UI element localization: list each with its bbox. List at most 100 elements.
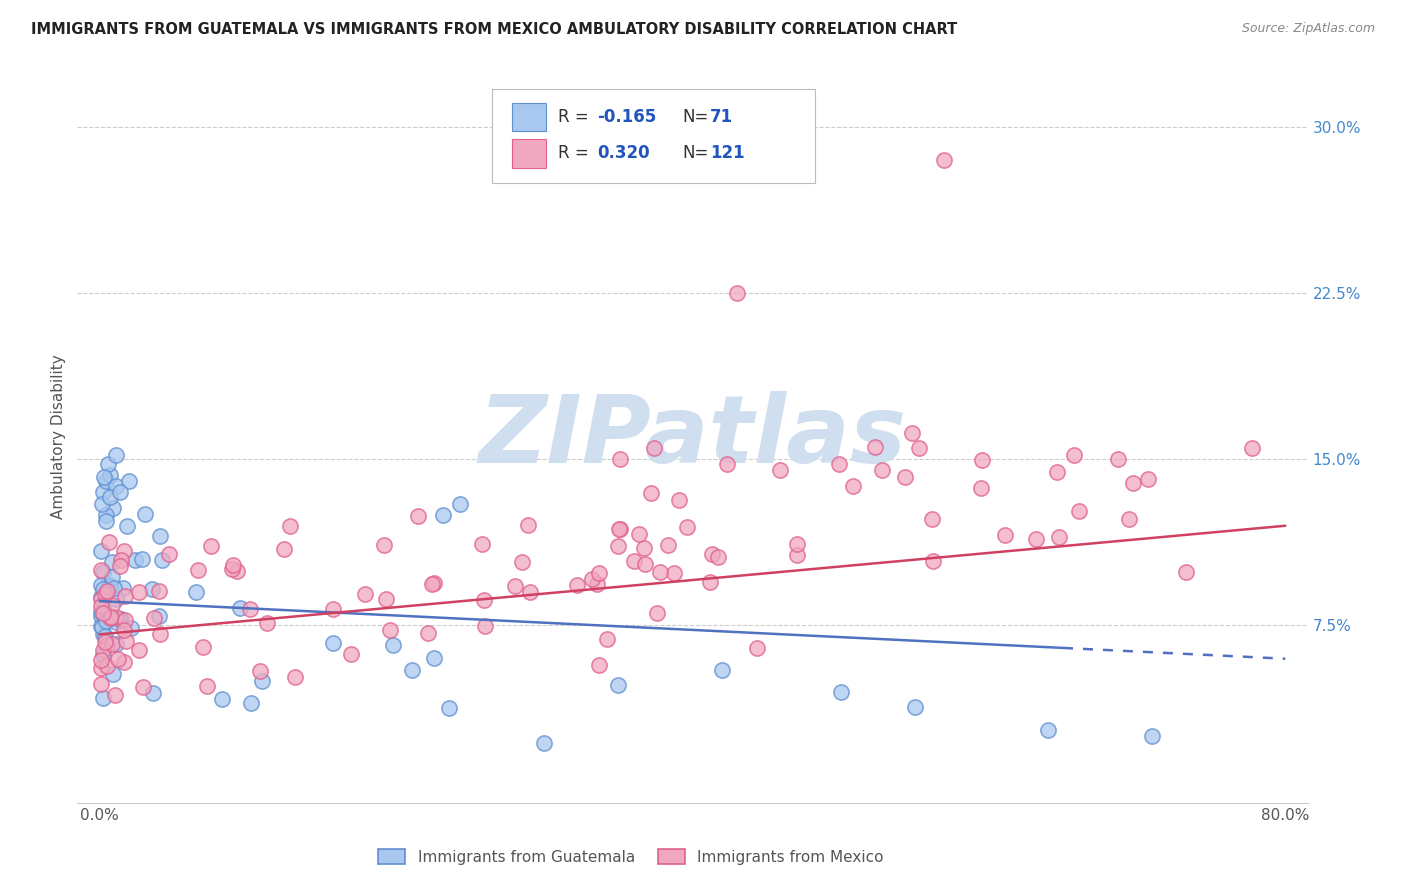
Point [769,463,792,477]
Point [191,640,214,654]
Point [94,587,117,601]
Point [533,736,555,750]
Point [662,566,685,581]
Point [120,621,142,635]
Point [101,598,124,612]
Point [256,615,278,630]
Point [378,623,401,637]
Point [700,547,723,561]
Point [90,599,112,614]
Point [623,554,645,568]
Point [98,611,121,625]
Point [432,508,454,522]
Point [581,572,603,586]
Point [98,535,121,549]
Point [91,497,114,511]
Point [101,501,124,516]
Point [1118,511,1140,525]
Point [112,544,135,558]
Point [865,441,887,455]
Point [114,589,136,603]
Point [91,648,114,663]
Point [904,700,927,714]
Point [643,441,665,455]
Point [114,614,136,628]
Point [211,691,233,706]
Point [93,470,115,484]
Point [141,582,163,597]
Point [93,635,115,649]
Point [900,425,922,440]
Point [382,638,405,652]
Point [340,647,363,661]
Point [633,541,655,556]
Text: R =: R = [558,145,595,162]
Point [200,539,222,553]
Point [148,528,170,542]
Point [606,539,628,553]
Point [505,579,527,593]
Point [870,463,893,477]
Point [422,576,444,591]
Point [676,519,699,533]
Point [90,563,112,577]
Point [1122,476,1144,491]
Point [474,592,496,607]
Point [970,453,993,467]
Point [108,612,131,626]
Point [184,585,207,599]
Point [100,570,122,584]
Point [131,551,153,566]
Point [221,562,243,576]
Point [104,591,127,606]
Point [91,607,114,621]
Point [157,547,180,561]
Point [250,673,273,688]
Point [226,565,249,579]
Text: -0.165: -0.165 [598,108,657,126]
Point [745,640,768,655]
Point [96,638,118,652]
Point [108,485,131,500]
Point [100,609,122,624]
Point [91,691,114,706]
Point [90,592,112,607]
Point [93,604,115,618]
Point [142,686,165,700]
Point [1175,565,1198,579]
Point [90,544,112,558]
Point [650,565,672,579]
Point [131,681,153,695]
Point [586,576,609,591]
Point [416,626,439,640]
Point [90,653,112,667]
Point [830,685,852,699]
Point [607,678,630,692]
Point [439,701,461,715]
Point [96,614,118,628]
Point [406,509,429,524]
Point [786,548,808,562]
Point [994,527,1017,541]
Point [934,153,956,167]
Point [716,457,738,471]
Point [91,627,114,641]
Point [90,676,112,690]
Point [1025,532,1047,546]
Point [1241,441,1264,455]
Point [627,527,650,541]
Point [104,637,127,651]
Point [148,608,170,623]
Point [474,619,496,633]
Point [114,634,136,648]
Point [229,601,252,615]
Point [970,481,993,495]
Point [725,285,748,300]
Point [711,663,734,677]
Point [706,549,728,564]
Point [239,696,262,710]
Point [699,575,721,590]
Point [471,536,494,550]
Point [1046,465,1069,479]
Text: 0.320: 0.320 [598,145,650,162]
